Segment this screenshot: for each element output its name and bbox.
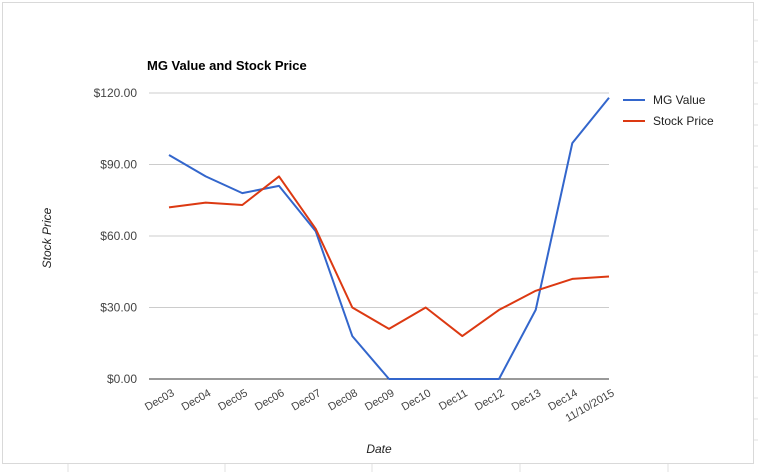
x-tick-label: Dec08 (326, 387, 360, 413)
y-tick-label: $30.00 (100, 301, 137, 315)
legend-label: Stock Price (653, 114, 714, 128)
series-lines (168, 97, 610, 380)
chart-card[interactable]: MG Value and Stock Price $0.00 $30.00 $60.… (2, 2, 754, 464)
x-tick-label: Dec12 (473, 387, 507, 413)
y-tick-label: $60.00 (100, 229, 137, 243)
series-line-stock-price[interactable] (168, 175, 610, 338)
x-tick-label: Dec07 (290, 387, 324, 413)
y-tick-label: $90.00 (100, 158, 137, 172)
x-tick-label: Dec09 (363, 387, 397, 413)
y-tick-label: $0.00 (107, 372, 137, 386)
line-chart: MG Value and Stock Price $0.00 $30.00 $60.… (40, 58, 714, 456)
legend-label: MG Value (653, 93, 706, 107)
y-tick-label: $120.00 (94, 86, 138, 100)
x-axis-label: Date (366, 442, 392, 456)
legend[interactable]: MG Value Stock Price (623, 93, 714, 128)
x-tick-label: Dec05 (216, 387, 250, 413)
x-tick-label: Dec10 (400, 387, 434, 413)
series-line-mg-value[interactable] (168, 97, 610, 380)
gridlines (149, 92, 609, 308)
x-tick-label: Dec11 (437, 387, 470, 413)
y-axis-ticks: $0.00 $30.00 $60.00 $90.00 $120.00 (94, 86, 138, 386)
x-tick-label: Dec13 (510, 387, 544, 413)
y-axis-label: Stock Price (40, 207, 54, 268)
x-tick-label: Dec04 (180, 387, 214, 413)
x-tick-label: Dec03 (143, 387, 177, 413)
x-tick-label: Dec06 (253, 387, 287, 413)
x-axis-ticks: Dec03 Dec04 Dec05 Dec06 Dec07 Dec08 Dec09 Dec10… (143, 387, 617, 425)
chart-title: MG Value and Stock Price (147, 58, 307, 73)
